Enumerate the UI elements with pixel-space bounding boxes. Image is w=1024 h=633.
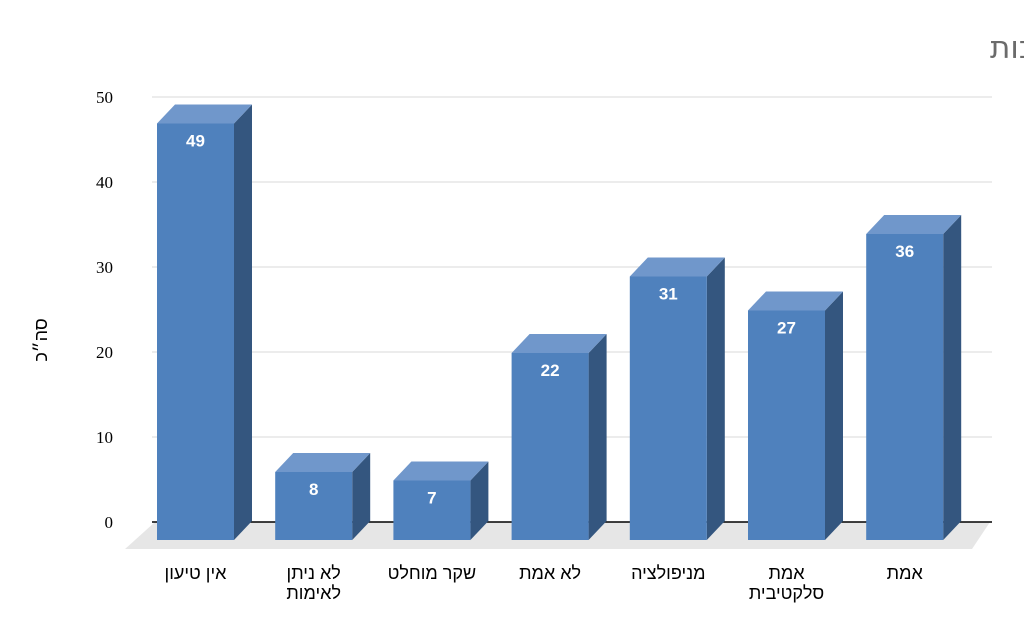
x-tick-label: לאימות (286, 583, 341, 603)
y-tick-label: 30 (96, 258, 113, 277)
x-tick-label: אמת (887, 563, 924, 583)
bar-top (511, 334, 607, 353)
data-label: 7 (427, 489, 436, 508)
x-tick-label: מניפולציה (631, 563, 705, 583)
bar-side (352, 453, 371, 540)
y-axis-label: סה״כ (31, 318, 51, 361)
bar-top (275, 453, 371, 472)
bar-top (748, 291, 843, 311)
y-tick-label: 20 (96, 343, 113, 362)
chart-title: מידת האמיתות של הטיעונים בתגובות (990, 30, 1024, 66)
x-tick-label: אין טיעון (165, 563, 228, 583)
bar-side (825, 291, 843, 540)
bar (393, 480, 471, 540)
x-tick-label: סלקטיבית (749, 583, 824, 603)
bar (275, 472, 353, 540)
y-tick-label: 50 (96, 88, 113, 107)
bar (629, 276, 707, 540)
x-tick-label: שקר מוחלט (388, 563, 477, 583)
bar (511, 353, 589, 540)
data-label: 31 (659, 285, 678, 304)
bar-side (943, 215, 962, 540)
bar (748, 310, 825, 540)
bar (866, 234, 944, 540)
bar-side (588, 334, 607, 540)
y-tick-label: 40 (96, 173, 113, 192)
data-label: 49 (186, 132, 205, 151)
bar-top (629, 257, 725, 277)
bar-top (157, 104, 252, 124)
data-label: 8 (309, 480, 318, 499)
bar-side (706, 257, 725, 540)
x-tick-label: אמת (768, 563, 805, 583)
x-tick-label: לא ניתן (287, 563, 341, 583)
y-tick-label: 10 (96, 428, 113, 447)
data-label: 22 (541, 361, 560, 380)
bar-side (234, 104, 252, 540)
bar-top (393, 461, 489, 481)
data-label: 36 (895, 242, 914, 261)
y-tick-label: 0 (105, 513, 114, 532)
bar-top (866, 215, 962, 234)
data-label: 27 (777, 319, 796, 338)
bar (157, 123, 234, 540)
x-tick-label: לא אמת (519, 563, 581, 583)
bar-side (470, 461, 489, 540)
